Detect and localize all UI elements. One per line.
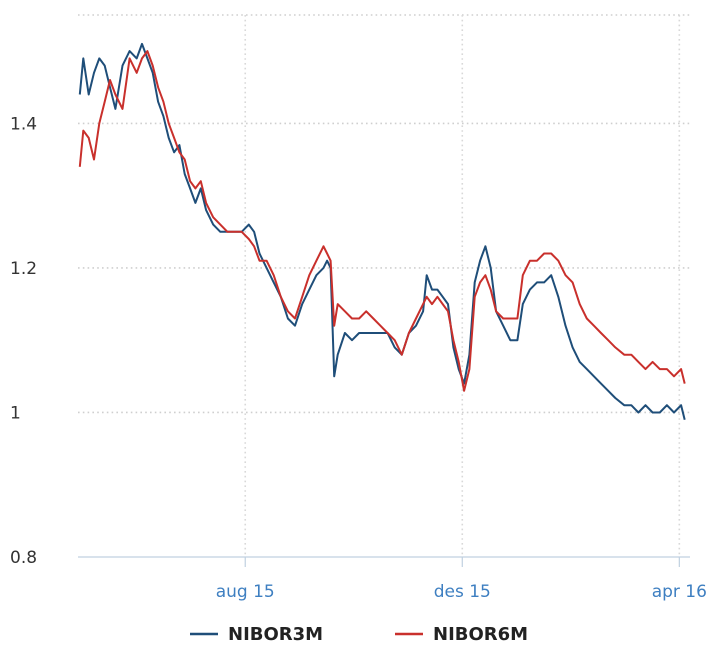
x-axis: aug 15 des 15 apr 16	[78, 556, 707, 602]
y-tick-label: 1.4	[10, 114, 37, 134]
y-tick-label: 1.2	[10, 259, 37, 279]
chart-grid	[78, 14, 690, 557]
x-tick-label: des 15	[434, 582, 491, 602]
legend[interactable]: NIBOR3M NIBOR6M	[190, 624, 528, 645]
x-tick-label: aug 15	[216, 582, 275, 602]
series-line-nibor6m	[78, 50, 686, 392]
legend-label: NIBOR3M	[228, 624, 323, 645]
y-tick-label: 0.8	[10, 548, 37, 568]
legend-item-nibor6m[interactable]: NIBOR6M	[395, 624, 528, 645]
legend-item-nibor3m[interactable]: NIBOR3M	[190, 624, 323, 645]
y-axis: 0.8 1 1.2 1.4	[10, 114, 37, 568]
legend-label: NIBOR6M	[433, 624, 528, 645]
series-line-nibor3m	[78, 42, 686, 420]
series-layer	[78, 42, 686, 420]
y-tick-label: 1	[10, 403, 21, 423]
x-tick-label: apr 16	[652, 582, 707, 602]
